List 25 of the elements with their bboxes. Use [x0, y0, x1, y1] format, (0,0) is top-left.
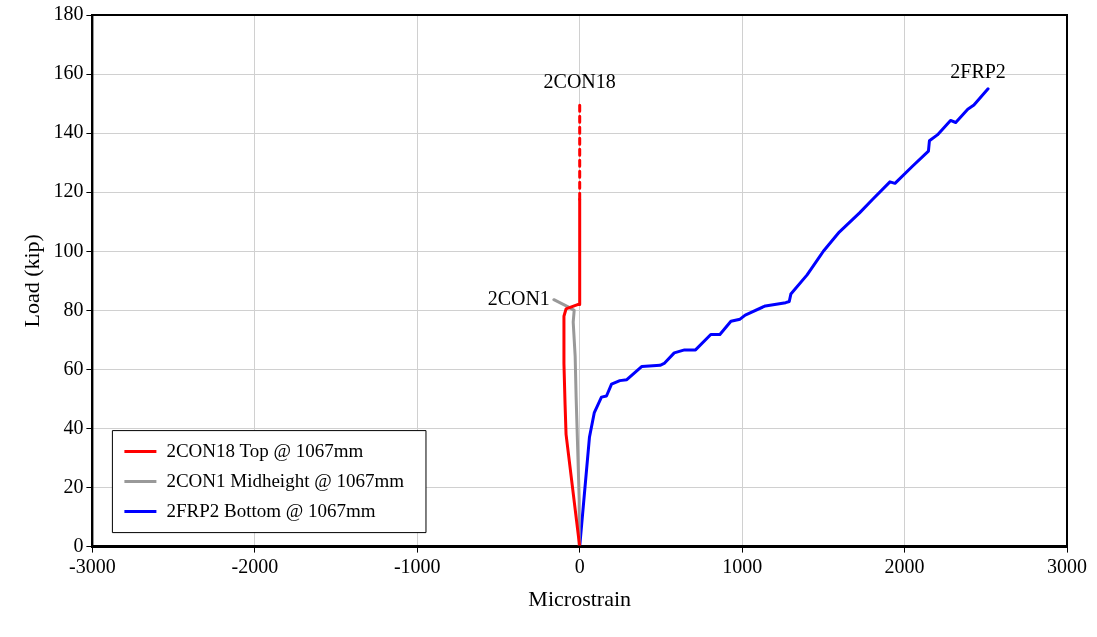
y-tick-label: 20	[63, 474, 84, 497]
annotation: 2CON1	[487, 286, 550, 309]
x-tick-label: -3000	[69, 554, 116, 577]
y-tick-label: 40	[63, 415, 84, 438]
y-tick-label: 100	[53, 238, 84, 261]
x-tick-label: 3000	[1047, 554, 1087, 577]
x-tick-label: -1000	[393, 554, 441, 577]
x-tick-label: -2000	[231, 554, 279, 577]
annotation: 2FRP2	[950, 60, 1006, 83]
y-axis-title: Load (kip)	[18, 234, 44, 328]
x-axis-title: Microstrain	[528, 585, 632, 611]
y-tick-label: 160	[53, 61, 84, 84]
y-tick-label: 60	[63, 356, 84, 379]
y-tick-label: 80	[63, 297, 84, 320]
legend-label: 2CON18 Top @ 1067mm	[166, 439, 364, 461]
y-tick-label: 0	[73, 533, 84, 556]
y-tick-label: 140	[53, 120, 84, 143]
annotation: 2CON18	[543, 69, 616, 92]
x-tick-label: 1000	[722, 554, 763, 577]
x-tick-label: 0	[574, 554, 585, 577]
legend-label: 2CON1 Midheight @ 1067mm	[166, 469, 405, 491]
y-tick-label: 180	[53, 2, 84, 25]
legend-label: 2FRP2 Bottom @ 1067mm	[166, 499, 376, 521]
x-tick-label: 2000	[884, 554, 925, 577]
y-tick-label: 120	[53, 179, 84, 202]
